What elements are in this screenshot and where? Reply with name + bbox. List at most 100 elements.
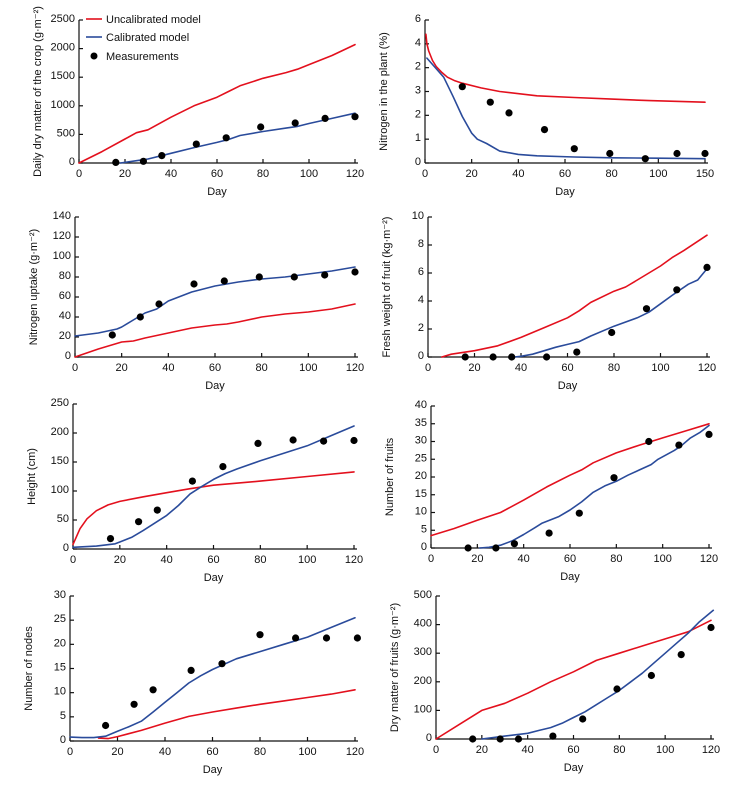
measurement-point: [464, 544, 472, 552]
y-axis-label: Nitrogen uptake (g·m⁻²): [28, 229, 40, 345]
y-tick-label: 300: [414, 646, 432, 658]
measurement-point: [149, 686, 157, 694]
x-tick-label: 120: [346, 168, 364, 180]
y-tick-label: 100: [53, 250, 71, 262]
measurement-point: [188, 477, 196, 485]
series-line-calibrated: [119, 112, 356, 164]
measurement-point: [701, 149, 709, 158]
measurement-point: [673, 149, 681, 158]
y-tick-label: 100: [414, 703, 432, 715]
measurement-point: [647, 671, 656, 680]
x-tick-label: 40: [522, 744, 534, 756]
y-tick-label: 0: [63, 542, 69, 554]
legend-marker-measurements: [90, 52, 98, 60]
y-tick-label: 40: [415, 399, 427, 411]
x-tick-label: 40: [512, 168, 524, 180]
x-tick-label: 100: [298, 746, 316, 758]
x-tick-label: 100: [653, 553, 671, 565]
y-tick-label: 30: [54, 589, 66, 601]
measurement-point: [613, 685, 621, 693]
x-axis-label: Day: [207, 186, 227, 198]
series-line-uncalibrated: [78, 43, 356, 164]
y-tick-label: 200: [414, 675, 432, 687]
x-tick-label: 60: [206, 746, 218, 758]
series-line-uncalibrated: [74, 303, 356, 358]
chart-plant-height: 0 20 40 60 80 100 120 0 50 100 150 200 250 Day Height …: [26, 397, 363, 584]
measurement-point: [461, 353, 469, 361]
y-axis-label: Nitrogen in the plant (%): [378, 32, 390, 151]
x-tick-label: 100: [649, 168, 667, 180]
y-tick-label: 6: [415, 13, 421, 25]
measurement-point: [606, 149, 614, 158]
x-tick-label: 0: [76, 168, 82, 180]
measurement-point: [139, 157, 147, 165]
y-axis-label: Number of nodes: [23, 626, 35, 711]
chart-nitrogen-in-plant: 0 20 40 60 80 100 150 0 1 2 3 2 4 6 Day Nitrogen in the…: [378, 13, 714, 198]
measurement-point: [187, 666, 195, 675]
measurement-point: [219, 463, 227, 471]
y-tick-label: 25: [415, 452, 427, 464]
y-tick-label: 20: [54, 637, 66, 649]
x-tick-label: 0: [72, 362, 78, 374]
y-tick-label: 2: [415, 108, 421, 120]
measurement-point: [130, 700, 138, 708]
x-tick-label: 20: [476, 744, 488, 756]
y-tick-label: 6: [418, 266, 424, 278]
measurement-point: [570, 145, 578, 153]
y-tick-label: 25: [54, 613, 66, 625]
measurement-point: [610, 474, 618, 482]
x-tick-label: 20: [116, 362, 128, 374]
measurement-point: [489, 353, 497, 361]
y-tick-label: 15: [415, 488, 427, 500]
measurement-point: [108, 331, 116, 339]
x-tick-label: 80: [608, 362, 620, 374]
measurement-point: [486, 98, 494, 106]
measurement-point: [321, 271, 329, 279]
y-tick-label: 2: [418, 322, 424, 334]
x-tick-label: 150: [696, 168, 714, 180]
x-axis-label: Day: [555, 186, 575, 198]
x-axis-label: Day: [564, 762, 584, 774]
x-tick-label: 20: [111, 746, 123, 758]
x-tick-label: 100: [651, 362, 669, 374]
y-tick-label: 10: [415, 506, 427, 518]
y-tick-label: 1500: [51, 70, 75, 82]
x-tick-label: 100: [299, 362, 317, 374]
measurement-point: [642, 305, 651, 313]
y-tick-label: 500: [57, 127, 75, 139]
series-line-calibrated: [481, 609, 715, 740]
x-tick-label: 20: [114, 554, 126, 566]
x-tick-label: 0: [433, 744, 439, 756]
x-tick-label: 20: [468, 362, 480, 374]
measurement-point: [496, 735, 504, 743]
measurement-point: [351, 268, 359, 276]
y-tick-label: 150: [51, 455, 69, 467]
x-tick-label: 60: [561, 362, 573, 374]
y-tick-label: 0: [426, 732, 432, 744]
measurement-point: [350, 436, 358, 445]
x-tick-label: 0: [428, 553, 434, 565]
series-line-calibrated: [69, 617, 356, 739]
x-tick-label: 80: [254, 746, 266, 758]
x-tick-label: 40: [165, 168, 177, 180]
series-line-calibrated: [478, 424, 710, 549]
y-tick-label: 50: [57, 513, 69, 525]
measurement-point: [351, 113, 359, 121]
measurement-point: [322, 634, 331, 642]
measurement-point: [220, 277, 228, 285]
y-tick-label: 200: [51, 426, 69, 438]
measurement-point: [254, 439, 262, 447]
measurement-point: [505, 109, 513, 117]
y-tick-label: 20: [59, 330, 71, 342]
chart-number-of-fruits: 0 20 40 60 80 100 120 0 5 10 15 20 25 30 35 40 Day Number…: [384, 399, 718, 583]
y-tick-label: 8: [418, 238, 424, 250]
measurement-point: [510, 540, 518, 548]
legend-label-uncalibrated: Uncalibrated model: [106, 14, 201, 26]
x-tick-label: 60: [207, 554, 219, 566]
x-axis-label: Day: [560, 571, 580, 583]
y-tick-label: 0: [421, 541, 427, 553]
measurement-point: [320, 437, 328, 445]
x-axis-label: Day: [204, 572, 224, 584]
x-tick-label: 80: [606, 168, 618, 180]
series-line-calibrated: [426, 57, 706, 160]
